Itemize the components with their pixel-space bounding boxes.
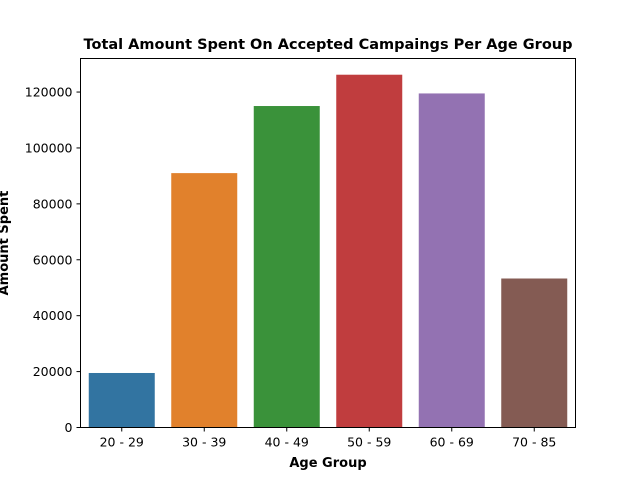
y-tick-label: 60000 — [33, 252, 73, 267]
y-tick-label: 80000 — [33, 196, 73, 211]
x-axis-label: Age Group — [289, 456, 366, 471]
bar-20-29 — [88, 372, 155, 428]
x-tick-label: 40 - 49 — [265, 435, 309, 450]
x-tick-label: 70 - 85 — [512, 435, 556, 450]
plot-frame — [80, 58, 576, 428]
x-tick-label: 50 - 59 — [347, 435, 391, 450]
chart-title: Total Amount Spent On Accepted Campaings… — [84, 37, 573, 53]
y-tick-label: 100000 — [25, 140, 73, 155]
bar-70-85 — [501, 278, 568, 428]
bar-30-39 — [171, 173, 238, 428]
bar-50-59 — [336, 74, 403, 428]
y-tick-label: 40000 — [33, 308, 73, 323]
bar-40-49 — [253, 106, 320, 428]
x-tick-label: 20 - 29 — [100, 435, 144, 450]
y-tick-label: 0 — [65, 420, 73, 435]
x-tick-label: 30 - 39 — [182, 435, 226, 450]
bar-60-69 — [418, 93, 485, 428]
y-axis: 0 20000 40000 60000 80000 100000 120000 — [25, 85, 81, 435]
y-tick-label: 120000 — [25, 85, 73, 100]
x-tick-label: 60 - 69 — [430, 435, 474, 450]
y-tick-label: 20000 — [33, 364, 73, 379]
x-axis: 20 - 29 30 - 39 40 - 49 50 - 59 60 - 69 70 - … — [100, 427, 556, 450]
bars-group — [88, 74, 568, 428]
y-axis-label: Amount Spent — [0, 191, 12, 296]
